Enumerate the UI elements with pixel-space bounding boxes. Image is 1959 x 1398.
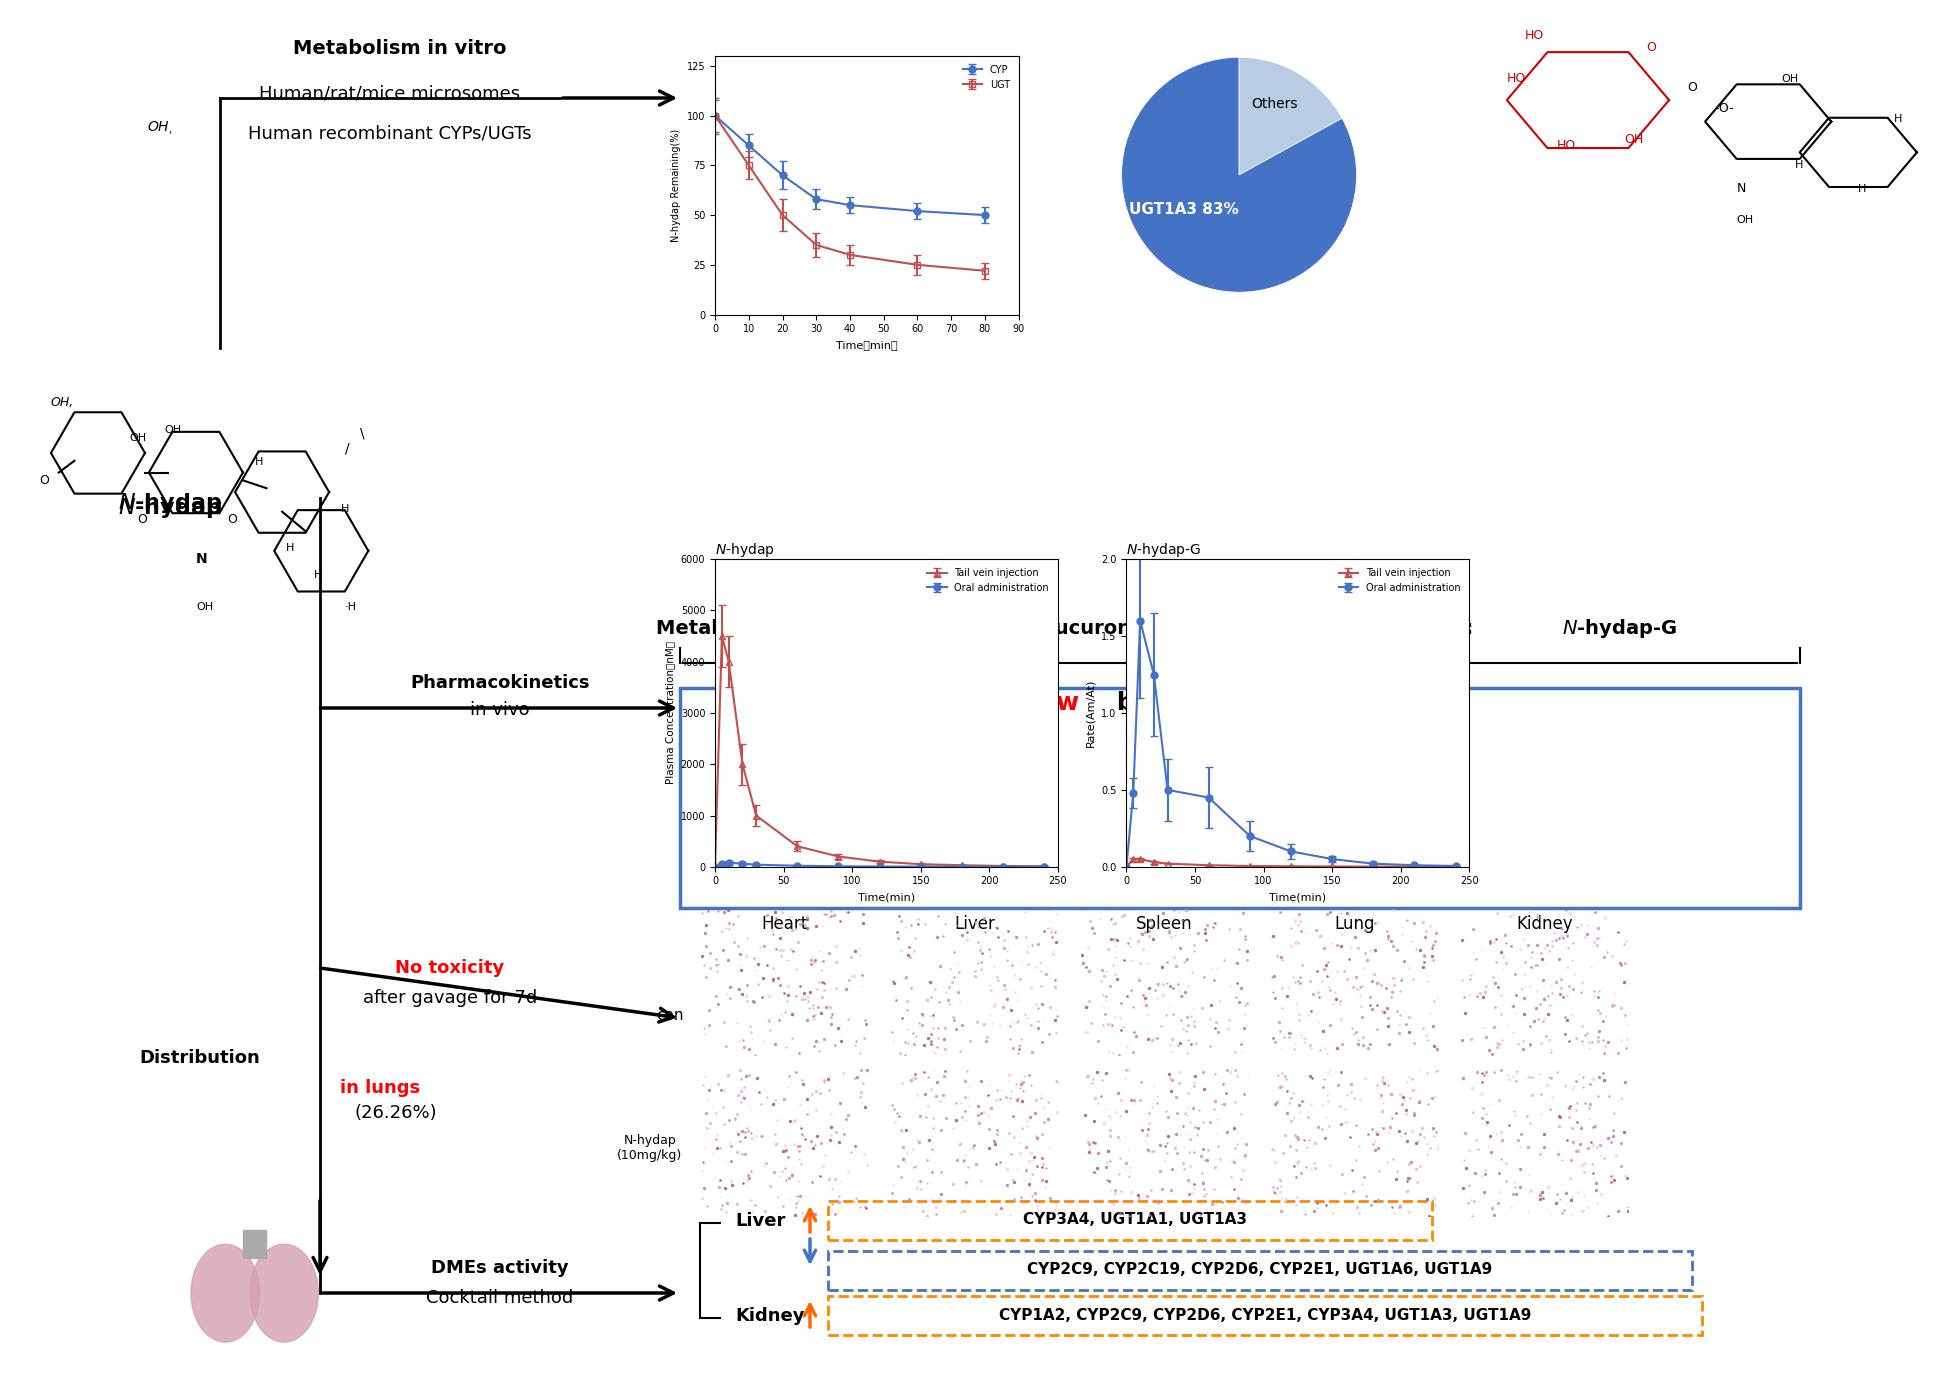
Text: Low: Low: [1025, 691, 1079, 714]
Text: N-hydap
(10mg/kg): N-hydap (10mg/kg): [617, 1134, 682, 1162]
Text: Glucuronidation: Glucuronidation: [1032, 618, 1209, 637]
Legend: Tail vein injection, Oral administration: Tail vein injection, Oral administration: [1334, 563, 1465, 597]
Text: (26.26%): (26.26%): [355, 1104, 437, 1123]
FancyBboxPatch shape: [680, 688, 1800, 907]
Text: HO: HO: [1506, 71, 1526, 85]
Text: H: H: [255, 457, 263, 467]
Text: Kidney: Kidney: [1516, 916, 1573, 932]
Text: -O-: -O-: [1714, 102, 1734, 116]
Text: OH: OH: [129, 433, 147, 443]
Text: after gavage for 7d: after gavage for 7d: [362, 988, 537, 1007]
Wedge shape: [1240, 57, 1342, 175]
Text: Distribution: Distribution: [139, 1048, 261, 1067]
Text: CYP1A2, CYP2C9, CYP2D6, CYP2E1, CYP3A4, UGT1A3, UGT1A9: CYP1A2, CYP2C9, CYP2D6, CYP2E1, CYP3A4, …: [999, 1307, 1532, 1323]
Text: instability: instability: [815, 618, 925, 637]
Ellipse shape: [251, 1244, 317, 1342]
X-axis label: Time(min): Time(min): [858, 892, 915, 902]
X-axis label: Time（min）: Time（min）: [836, 340, 897, 350]
Text: H: H: [341, 503, 349, 513]
Text: Spleen: Spleen: [1136, 916, 1193, 932]
Text: Liver: Liver: [735, 1212, 786, 1230]
Text: H: H: [1859, 185, 1867, 194]
Text: CYP3A4, UGT1A1, UGT1A3: CYP3A4, UGT1A1, UGT1A3: [1023, 1212, 1248, 1227]
Ellipse shape: [192, 1244, 259, 1342]
Text: H: H: [1894, 113, 1902, 123]
FancyBboxPatch shape: [829, 1201, 1432, 1240]
Text: \: \: [360, 426, 364, 440]
Text: $OH_,$: $OH_,$: [147, 119, 172, 137]
Text: $\it{N}$-hydap-G: $\it{N}$-hydap-G: [1126, 541, 1201, 559]
Text: con: con: [656, 1008, 684, 1022]
Text: CYP2C9, CYP2C19, CYP2D6, CYP2E1, UGT1A6, UGT1A9: CYP2C9, CYP2C19, CYP2D6, CYP2E1, UGT1A6,…: [1027, 1262, 1493, 1278]
Text: bioavailability (0.024%): bioavailability (0.024%): [1107, 691, 1452, 714]
Text: /: /: [345, 442, 349, 456]
Text: Lung: Lung: [1334, 916, 1375, 932]
FancyBboxPatch shape: [829, 1296, 1702, 1335]
Text: $\it{N}$-hydap: $\it{N}$-hydap: [715, 541, 776, 559]
Text: Others: Others: [1250, 98, 1297, 112]
Text: No toxicity: No toxicity: [396, 959, 505, 977]
FancyBboxPatch shape: [243, 1230, 266, 1258]
Text: O: O: [227, 513, 237, 527]
Text: Metabolism in vitro: Metabolism in vitro: [294, 39, 507, 57]
Text: Human recombinant CYPs/UGTs: Human recombinant CYPs/UGTs: [249, 124, 531, 143]
Text: O: O: [1687, 81, 1696, 94]
Text: O: O: [1646, 41, 1657, 55]
Text: $\it{N}$-hydap-G: $\it{N}$-hydap-G: [1563, 617, 1677, 639]
Text: Kidney: Kidney: [735, 1307, 805, 1325]
Legend: CYP, UGT: CYP, UGT: [958, 60, 1015, 94]
Text: OH: OH: [196, 601, 214, 611]
Y-axis label: Rate(Am/At): Rate(Am/At): [1085, 679, 1095, 747]
Text: H: H: [286, 542, 294, 552]
X-axis label: Time(min): Time(min): [1269, 892, 1326, 902]
Text: Pharmacokinetics: Pharmacokinetics: [409, 674, 590, 692]
Text: ·H: ·H: [345, 601, 357, 611]
Text: OH: OH: [1783, 74, 1798, 84]
Text: N: N: [1738, 182, 1745, 196]
Text: $\it{N}$-hydap: $\it{N}$-hydap: [118, 491, 221, 514]
Text: in lungs: in lungs: [341, 1079, 419, 1097]
Text: $\it{N}$-hydap: $\it{N}$-hydap: [118, 496, 221, 520]
Text: O: O: [39, 474, 49, 488]
Text: Result in: Result in: [1279, 705, 1391, 726]
Text: Liver: Liver: [954, 916, 995, 932]
Text: OH: OH: [1624, 133, 1644, 147]
Text: Metabolic: Metabolic: [656, 618, 770, 637]
Text: Cocktail method: Cocktail method: [427, 1289, 574, 1307]
Text: DMEs activity: DMEs activity: [431, 1260, 568, 1276]
Text: HO: HO: [1524, 28, 1544, 42]
Text: Major metabolite:: Major metabolite:: [1277, 618, 1479, 637]
Text: H: H: [1794, 159, 1804, 169]
Text: OH: OH: [1738, 215, 1753, 225]
Legend: Tail vein injection, Oral administration: Tail vein injection, Oral administration: [923, 563, 1054, 597]
Text: Human/rat/mice microsomes: Human/rat/mice microsomes: [259, 84, 521, 102]
Y-axis label: Plasma Concentration（nM）: Plasma Concentration（nM）: [666, 642, 676, 784]
Text: Heart: Heart: [762, 916, 807, 932]
Text: N: N: [196, 552, 208, 566]
Wedge shape: [1123, 57, 1356, 292]
Text: OH,: OH,: [51, 396, 74, 410]
Y-axis label: N-hydap Remaining(%): N-hydap Remaining(%): [672, 129, 682, 242]
Text: in vivo: in vivo: [470, 700, 529, 719]
Text: UGT1A3 83%: UGT1A3 83%: [1128, 203, 1240, 218]
Text: OH: OH: [165, 425, 182, 435]
Text: H: H: [313, 570, 321, 580]
Text: HO: HO: [1555, 140, 1575, 152]
Text: O: O: [137, 513, 147, 527]
FancyBboxPatch shape: [829, 1251, 1693, 1290]
